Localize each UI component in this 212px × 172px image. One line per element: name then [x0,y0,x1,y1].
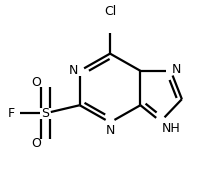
Text: NH: NH [162,122,180,135]
Text: O: O [31,77,41,89]
Text: O: O [31,137,41,150]
Text: N: N [105,125,115,137]
Text: N: N [172,63,181,76]
Text: Cl: Cl [104,5,116,18]
Text: N: N [68,64,78,77]
Text: S: S [41,107,49,120]
Text: F: F [8,107,15,120]
